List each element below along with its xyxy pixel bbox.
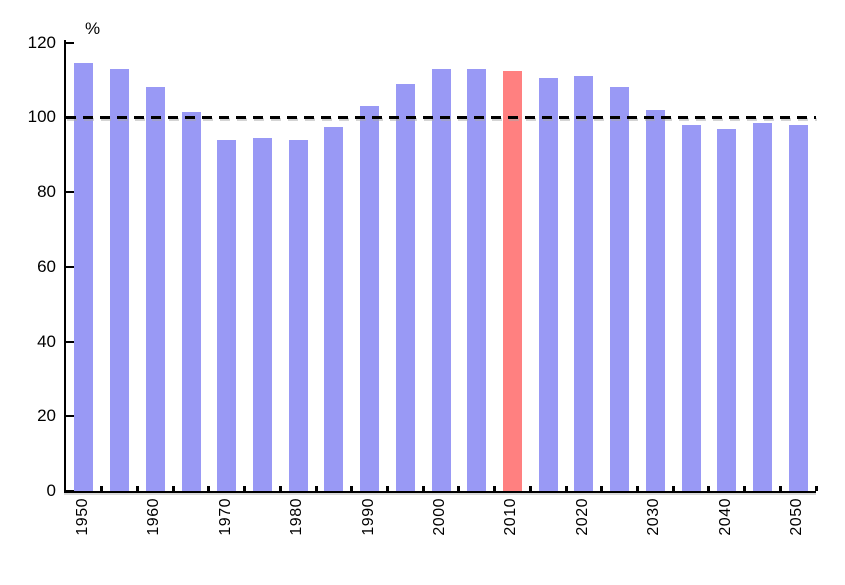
x-tick-label-1980: 1980	[288, 498, 306, 536]
x-tick-label-1970: 1970	[216, 498, 234, 536]
x-axis-tick-19	[743, 486, 747, 491]
x-tick-label-2000: 2000	[431, 498, 448, 536]
x-axis-tick-8	[350, 486, 354, 491]
x-axis-tick-15	[600, 486, 604, 491]
y-tick-label-0: 0	[46, 481, 56, 500]
x-axis-tick-10	[421, 486, 425, 491]
bar-1975	[252, 137, 272, 491]
bar-1960	[145, 87, 165, 491]
x-axis-tick-12	[493, 486, 497, 491]
bar-2050	[788, 124, 808, 491]
bar-1950	[74, 63, 94, 491]
y-tick-label-60: 60	[37, 256, 56, 276]
x-axis-tick-1	[100, 486, 104, 491]
x-tick-label-2010: 2010	[502, 498, 520, 536]
x-tick-label-1990: 1990	[359, 498, 377, 536]
x-axis-tick-3	[171, 486, 175, 491]
bar-2030	[645, 109, 665, 491]
y-axis-tick-60	[66, 265, 74, 268]
x-axis-tick-2	[135, 486, 139, 491]
bar-1970	[217, 139, 237, 491]
x-axis-tick-16	[635, 486, 639, 491]
x-axis-tick-11	[457, 486, 461, 491]
x-axis-tick-21	[814, 486, 818, 491]
x-axis-tick-6	[278, 486, 282, 491]
x-axis-tick-20	[778, 486, 782, 491]
x-axis-tick-14	[564, 486, 568, 491]
x-axis-line	[64, 491, 816, 493]
y-tick-label-100: 100	[27, 107, 56, 127]
x-tick-label-2050: 2050	[788, 498, 806, 536]
x-tick-label-1950: 1950	[73, 498, 91, 536]
y-axis-tick-0	[66, 490, 74, 492]
y-tick-label-20: 20	[37, 406, 56, 426]
reference-line-100	[66, 115, 816, 119]
y-tick-label-40: 40	[37, 331, 56, 351]
bar-2010	[502, 70, 522, 491]
bar-2035	[681, 124, 701, 491]
y-axis-unit-label: %	[85, 19, 101, 38]
x-tick-label-2030: 2030	[645, 498, 663, 536]
bar-1980	[288, 139, 308, 491]
x-axis-tick-7	[314, 486, 318, 491]
x-axis-tick-13	[528, 486, 532, 491]
bar-1955	[110, 68, 130, 491]
bar-2045	[752, 122, 772, 491]
x-axis-tick-18	[707, 486, 711, 491]
x-tick-label-1960: 1960	[145, 498, 163, 536]
bar-2015	[538, 78, 558, 491]
x-axis-tick-9	[385, 486, 389, 491]
bar-2025	[610, 87, 630, 491]
bar-2000	[431, 68, 451, 491]
y-tick-label-80: 80	[37, 182, 56, 201]
x-tick-label-2020: 2020	[573, 498, 591, 536]
y-axis-tick-80	[66, 191, 74, 193]
bar-1985	[324, 126, 344, 491]
y-tick-label-120: 120	[27, 32, 56, 52]
y-axis-tick-120	[66, 41, 74, 44]
y-axis-tick-40	[66, 340, 74, 343]
y-axis-line	[64, 40, 66, 493]
x-axis-tick-17	[671, 486, 675, 491]
bar-2040	[717, 128, 737, 491]
x-axis-tick-4	[207, 486, 211, 491]
x-axis-tick-5	[243, 486, 247, 491]
bar-1995	[395, 83, 415, 491]
x-tick-label-2040: 2040	[716, 498, 734, 536]
bar-2020	[574, 76, 594, 491]
bar-1990	[360, 106, 380, 491]
bar-1965	[181, 111, 201, 491]
y-axis-tick-20	[66, 415, 74, 418]
bar-2005	[467, 68, 487, 491]
